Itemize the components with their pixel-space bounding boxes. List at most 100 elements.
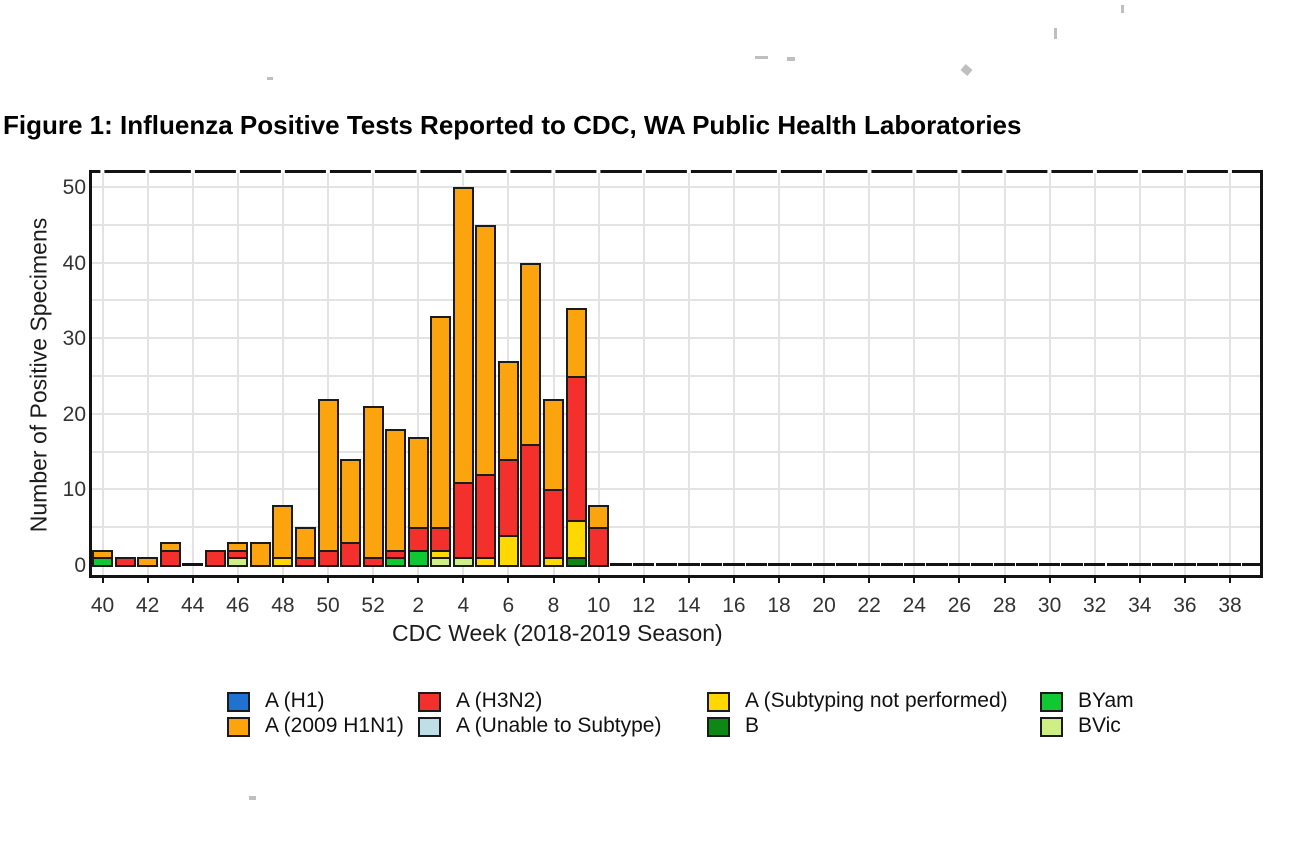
legend-swatch-bvic bbox=[1040, 717, 1063, 737]
bar-week-2-segment-h1n1 bbox=[407, 436, 429, 530]
zero-bar-week-26 bbox=[948, 563, 971, 566]
x-tick-label: 24 bbox=[902, 594, 926, 617]
x-tick-label: 10 bbox=[586, 594, 611, 617]
bar-week-50-segment-h1n1 bbox=[317, 398, 339, 552]
bar-week-2-segment-h3n2 bbox=[407, 527, 429, 552]
bar-week-40-segment-h1n1 bbox=[92, 549, 113, 560]
legend-swatch-h1 bbox=[227, 692, 250, 712]
chart-plot-area bbox=[89, 170, 1263, 583]
plot-top-border bbox=[89, 170, 1263, 173]
zero-bar-week-35 bbox=[1151, 563, 1174, 566]
x-gridline bbox=[1003, 173, 1006, 575]
bar-week-51-segment-h3n2 bbox=[340, 542, 362, 567]
x-axis-tick bbox=[687, 578, 690, 583]
legend-label-h1n1: A (2009 H1N1) bbox=[265, 714, 404, 737]
bar-week-4-segment-h1n1 bbox=[452, 187, 474, 484]
x-tick-label: 36 bbox=[1173, 594, 1197, 617]
legend-label-asnp: A (Subtyping not performed) bbox=[745, 689, 1008, 712]
x-tick-label: 8 bbox=[547, 594, 560, 617]
legend-label-h3n2: A (H3N2) bbox=[456, 689, 543, 712]
x-tick-label: 18 bbox=[767, 594, 791, 617]
artifact-speck bbox=[267, 77, 273, 80]
bar-week-7-segment-h1n1 bbox=[520, 262, 542, 446]
y-tick-label: 0 bbox=[74, 554, 86, 577]
x-gridline bbox=[552, 173, 555, 575]
x-axis-tick bbox=[1003, 578, 1006, 583]
zero-bar-week-34 bbox=[1129, 563, 1151, 566]
x-gridline bbox=[778, 173, 780, 575]
x-gridline bbox=[1093, 173, 1096, 575]
x-gridline bbox=[1183, 173, 1186, 575]
y-axis-title: Number of Positive Specimens bbox=[25, 217, 52, 533]
x-axis-tick bbox=[642, 578, 645, 583]
x-gridline bbox=[823, 173, 826, 575]
x-tick-label: 42 bbox=[135, 594, 160, 617]
legend-label-h1: A (H1) bbox=[265, 689, 325, 712]
zero-bar-week-12 bbox=[632, 563, 655, 566]
x-axis-tick bbox=[1048, 578, 1051, 583]
artifact-speck bbox=[1121, 5, 1124, 13]
bar-week-52-segment-h1n1 bbox=[362, 406, 384, 560]
zero-bar-week-17 bbox=[745, 563, 768, 566]
y-gridline bbox=[92, 488, 1260, 491]
x-tick-label: 30 bbox=[1037, 594, 1062, 617]
x-gridline bbox=[1138, 173, 1141, 575]
bar-week-5-segment-h1n1 bbox=[475, 224, 497, 477]
plot-right-border bbox=[1260, 170, 1263, 578]
bar-week-10-segment-h1n1 bbox=[588, 504, 610, 530]
bar-week-3-segment-h1n1 bbox=[430, 315, 452, 530]
zero-bar-week-16 bbox=[723, 563, 745, 566]
bar-week-6-segment-asnp bbox=[497, 534, 519, 567]
y-tick-label: 40 bbox=[62, 251, 86, 275]
bar-week-51-segment-h1n1 bbox=[340, 459, 362, 545]
y-gridline bbox=[92, 261, 1260, 264]
zero-bar-week-25 bbox=[926, 563, 948, 566]
bar-week-48-segment-h1n1 bbox=[272, 504, 294, 560]
plot-left-border bbox=[89, 170, 92, 578]
x-gridline bbox=[868, 173, 871, 575]
zero-bar-week-39 bbox=[1241, 563, 1260, 566]
legend-label-bvic: BVic bbox=[1078, 714, 1121, 737]
y-tick-label: 30 bbox=[62, 327, 86, 351]
zero-bar-week-32 bbox=[1083, 563, 1106, 566]
x-axis-tick bbox=[1229, 578, 1231, 583]
x-axis-tick bbox=[597, 578, 600, 583]
bar-week-8-segment-h3n2 bbox=[543, 489, 564, 560]
zero-bar-week-36 bbox=[1174, 563, 1196, 566]
x-gridline bbox=[732, 173, 735, 575]
artifact-speck bbox=[960, 64, 973, 76]
zero-bar-week-30 bbox=[1038, 563, 1061, 566]
bar-week-42-segment-h1n1 bbox=[137, 557, 159, 567]
zero-bar-week-33 bbox=[1106, 563, 1129, 566]
bar-week-43-segment-h1n1 bbox=[159, 542, 181, 552]
x-tick-label: 34 bbox=[1128, 594, 1152, 617]
x-tick-label: 2 bbox=[412, 594, 425, 617]
y-gridline bbox=[92, 450, 1260, 453]
x-axis-tick bbox=[462, 578, 465, 583]
zero-bar-week-14 bbox=[678, 563, 700, 566]
bar-week-7-segment-h3n2 bbox=[520, 444, 542, 567]
x-gridline bbox=[101, 173, 104, 575]
x-tick-label: 44 bbox=[181, 594, 205, 617]
x-tick-label: 12 bbox=[632, 594, 656, 617]
bar-week-10-segment-h3n2 bbox=[588, 527, 610, 567]
x-gridline bbox=[913, 173, 916, 575]
bar-week-9-segment-h1n1 bbox=[565, 308, 587, 378]
bar-week-6-segment-h1n1 bbox=[497, 360, 519, 462]
x-tick-label: 26 bbox=[947, 594, 972, 617]
x-tick-label: 22 bbox=[857, 594, 881, 617]
y-tick-label: 50 bbox=[62, 176, 86, 199]
x-axis-tick bbox=[236, 578, 239, 583]
x-gridline bbox=[597, 173, 600, 575]
x-axis-tick bbox=[146, 578, 149, 583]
bar-week-8-segment-h1n1 bbox=[543, 398, 564, 492]
x-tick-label: 50 bbox=[316, 594, 340, 617]
x-gridline bbox=[281, 173, 284, 575]
x-gridline bbox=[1229, 173, 1231, 575]
x-axis-tick bbox=[1093, 578, 1096, 583]
x-tick-label: 6 bbox=[502, 594, 515, 617]
legend-label-unable: A (Unable to Subtype) bbox=[456, 714, 662, 737]
zero-bar-week-13 bbox=[655, 563, 678, 566]
bar-week-45-segment-h3n2 bbox=[204, 549, 226, 567]
